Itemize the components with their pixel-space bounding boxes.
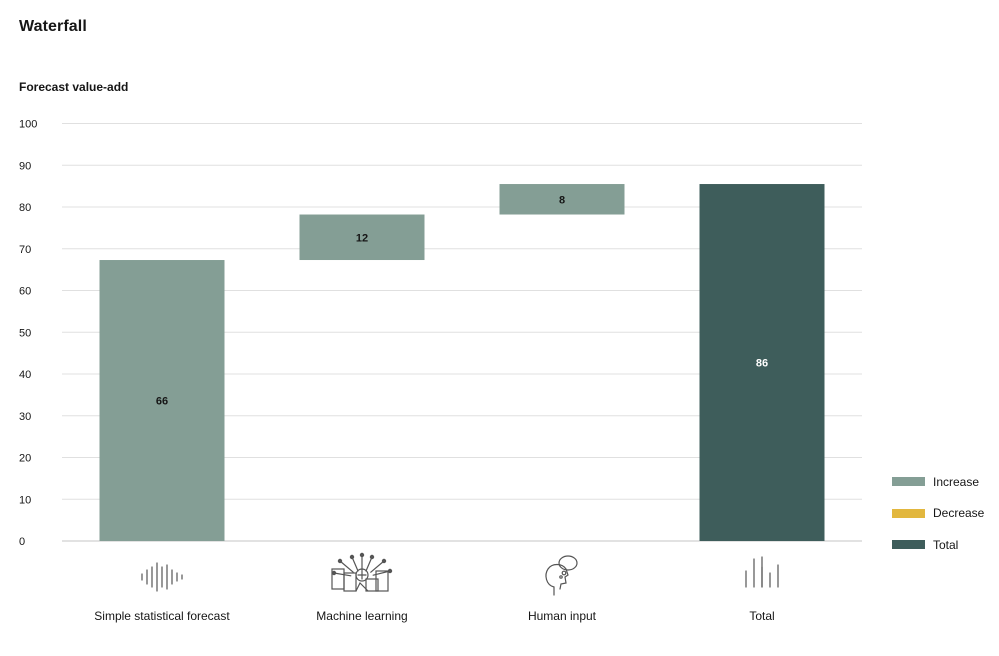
x-tick-label: Total <box>749 609 774 623</box>
legend-item-decrease: Decrease <box>892 498 984 530</box>
bar <box>499 184 625 215</box>
y-tick-label: 10 <box>19 494 31 506</box>
legend-item-total: Total <box>892 529 984 561</box>
legend-swatch-decrease <box>892 508 925 518</box>
legend-label-decrease: Decrease <box>933 506 985 521</box>
human-thinking-head-icon <box>545 555 578 596</box>
y-tick-label: 60 <box>19 286 31 298</box>
legend-label-increase: Increase <box>933 474 980 489</box>
vertical-lines-icon <box>745 556 779 588</box>
legend-swatch-total <box>892 540 925 550</box>
data-label: 8 <box>559 194 565 206</box>
y-tick-label: 20 <box>19 453 31 465</box>
y-tick-label: 0 <box>19 536 25 548</box>
y-tick-label: 30 <box>19 411 31 423</box>
x-tick-label: Machine learning <box>316 609 407 623</box>
sound-wave-icon <box>141 562 183 592</box>
bar <box>99 260 225 541</box>
y-tick-label: 100 <box>19 119 37 131</box>
legend-label-total: Total <box>933 537 959 552</box>
chart-title: Forecast value-add <box>19 80 129 94</box>
x-tick-label: Simple statistical forecast <box>94 609 230 623</box>
y-tick-label: 70 <box>19 244 31 256</box>
y-tick-label: 80 <box>19 202 31 214</box>
machine-learning-circuit-icon <box>331 552 393 592</box>
page-title: Waterfall <box>19 18 87 35</box>
y-tick-label: 90 <box>19 160 31 172</box>
bar <box>299 214 425 261</box>
legend-item-increase: Increase <box>892 466 984 498</box>
data-label: 12 <box>356 232 368 244</box>
bar <box>699 184 825 541</box>
data-label: 66 <box>156 396 168 408</box>
legend: Increase Decrease Total <box>892 466 984 561</box>
data-label: 86 <box>756 358 768 370</box>
y-tick-label: 40 <box>19 369 31 381</box>
y-tick-label: 50 <box>19 327 31 339</box>
x-tick-label: Human input <box>528 609 597 623</box>
legend-swatch-increase <box>892 477 925 487</box>
